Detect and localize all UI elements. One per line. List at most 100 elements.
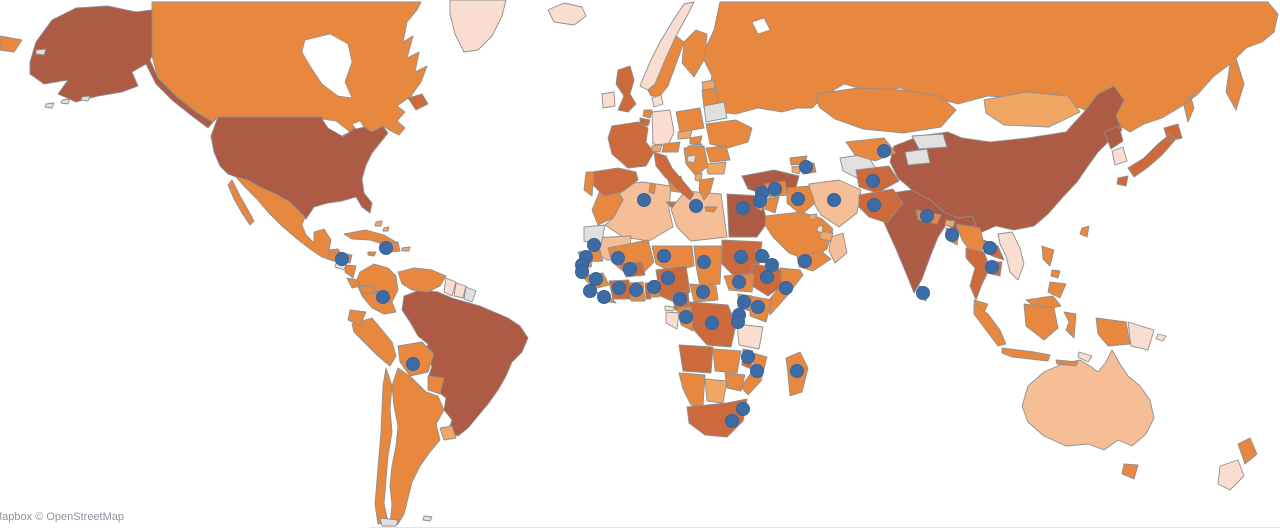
country-philippines[interactable]: Philippines bbox=[1041, 245, 1067, 299]
country-aleutians[interactable]: Aleutian Islands bbox=[44, 95, 91, 109]
mark-burundi[interactable]: Burundi bbox=[731, 315, 745, 329]
country-tajikistan[interactable]: Tajikistan bbox=[904, 148, 931, 166]
mark-cambodia[interactable]: Cambodia bbox=[985, 260, 999, 274]
country-uruguay[interactable]: Uruguay bbox=[439, 425, 457, 441]
mark-guinea[interactable]: Guinea bbox=[589, 272, 603, 286]
country-portugal[interactable]: Portugal bbox=[583, 171, 595, 197]
country-ecuador[interactable]: Ecuador bbox=[347, 309, 367, 327]
country-germany[interactable]: Germany bbox=[651, 109, 675, 147]
country-romania[interactable]: Romania bbox=[705, 145, 731, 163]
mark-drcongo[interactable]: DR Congo bbox=[705, 316, 719, 330]
country-crete[interactable]: Crete bbox=[704, 206, 718, 213]
country-sweden[interactable]: Sweden bbox=[647, 35, 685, 97]
country-ukraine[interactable]: Ukraine bbox=[705, 119, 753, 149]
country-netherlands[interactable]: Netherlands bbox=[642, 109, 653, 119]
mark-chad[interactable]: Chad bbox=[697, 255, 711, 269]
country-denmark[interactable]: Denmark bbox=[651, 94, 664, 108]
mark-congo[interactable]: Congo bbox=[679, 310, 693, 324]
country-spain[interactable]: Spain bbox=[591, 167, 639, 197]
mark-mali[interactable]: Mali bbox=[611, 251, 625, 265]
country-namibia[interactable]: Namibia bbox=[678, 372, 706, 408]
country-oman[interactable]: Oman bbox=[828, 232, 848, 264]
country-belgium[interactable]: Belgium bbox=[639, 117, 651, 127]
country-newfoundland[interactable]: Newfoundland bbox=[407, 93, 429, 111]
country-slovakia[interactable]: Slovakia bbox=[689, 135, 703, 145]
country-kazakhstan[interactable]: Kazakhstan bbox=[815, 87, 957, 134]
country-austria[interactable]: Austria bbox=[661, 141, 681, 153]
mark-guineabissau[interactable]: Guinea-Bissau bbox=[575, 265, 589, 279]
country-kuwait[interactable]: Kuwait bbox=[808, 213, 818, 221]
mark-pakistan[interactable]: Pakistan bbox=[867, 198, 881, 212]
country-argentina[interactable]: Argentina bbox=[389, 367, 445, 525]
country-japan[interactable]: Japan bbox=[1116, 123, 1183, 187]
country-poland[interactable]: Poland bbox=[675, 107, 705, 133]
mark-ghana[interactable]: Ghana bbox=[629, 283, 643, 297]
country-jamaica[interactable]: Jamaica bbox=[367, 251, 377, 257]
mark-niger[interactable]: Niger bbox=[657, 249, 671, 263]
mark-iran[interactable]: Iran bbox=[827, 193, 841, 207]
country-png[interactable]: Papua New Guinea bbox=[1127, 321, 1167, 351]
mark-haiti[interactable]: Haiti bbox=[379, 241, 393, 255]
mark-sudan[interactable]: Sudan bbox=[734, 250, 748, 264]
country-belarus[interactable]: Belarus bbox=[703, 101, 728, 123]
country-greenland[interactable]: Greenland bbox=[449, 0, 507, 53]
mark-egypt[interactable]: Egypt bbox=[736, 201, 750, 215]
country-falklands[interactable]: Falkland Islands bbox=[422, 515, 433, 522]
mark-mauritania[interactable]: Mauritania bbox=[587, 238, 601, 252]
country-sardinia[interactable]: Sardinia bbox=[648, 183, 657, 195]
country-tierradelfuego[interactable]: Tierra del Fuego bbox=[379, 517, 399, 527]
country-vietnam[interactable]: Vietnam bbox=[997, 231, 1025, 281]
country-mongolia[interactable]: Mongolia bbox=[983, 91, 1081, 128]
country-tasmania[interactable]: Tasmania (Australia) bbox=[1121, 463, 1139, 480]
country-nz-south[interactable]: New Zealand (South Island) bbox=[1217, 459, 1245, 491]
country-uk[interactable]: United Kingdom bbox=[615, 65, 637, 113]
map-attribution[interactable]: Mapbox © OpenStreetMap bbox=[0, 511, 125, 523]
country-armenia[interactable]: Armenia bbox=[791, 165, 802, 175]
country-france[interactable]: France bbox=[607, 121, 655, 169]
country-australia[interactable]: Australia bbox=[1021, 349, 1155, 451]
country-bahamas[interactable]: Bahamas bbox=[374, 220, 390, 232]
mark-eritrea[interactable]: Eritrea bbox=[755, 249, 769, 263]
country-switzerland[interactable]: Switzerland bbox=[651, 143, 663, 153]
mark-honduras[interactable]: Honduras bbox=[335, 252, 349, 266]
mark-bangladesh[interactable]: Bangladesh bbox=[945, 228, 959, 242]
country-guyana[interactable]: Guyana bbox=[443, 277, 457, 297]
country-bhutan[interactable]: Bhutan bbox=[944, 219, 956, 228]
mark-uganda[interactable]: Uganda bbox=[737, 295, 751, 309]
mark-iraq[interactable]: Iraq bbox=[791, 192, 805, 206]
mark-cameroon[interactable]: Cameroon bbox=[673, 292, 687, 306]
country-nicaragua[interactable]: Nicaragua bbox=[344, 264, 357, 279]
mark-laos[interactable]: Laos bbox=[983, 241, 997, 255]
mark-burkinafaso[interactable]: Burkina Faso bbox=[623, 262, 637, 276]
mark-southsudan[interactable]: South Sudan bbox=[732, 275, 746, 289]
mark-liberia[interactable]: Liberia bbox=[597, 290, 611, 304]
country-india[interactable]: India bbox=[877, 189, 977, 294]
country-bosnia[interactable]: Bosnia and Herzegovina bbox=[686, 154, 697, 164]
country-venezuela[interactable]: Venezuela bbox=[397, 267, 447, 293]
mark-benin[interactable]: Benin bbox=[647, 280, 661, 294]
mark-lesotho[interactable]: Lesotho bbox=[725, 414, 739, 428]
country-gabon[interactable]: Gabon bbox=[665, 311, 680, 330]
mark-cotedivoire[interactable]: Côte d'Ivoire bbox=[612, 281, 626, 295]
mark-kenya[interactable]: Kenya bbox=[751, 300, 765, 314]
mark-nepal[interactable]: Nepal bbox=[920, 209, 934, 223]
mark-sierraleone[interactable]: Sierra Leone bbox=[583, 284, 597, 298]
mark-uzbekistan[interactable]: Uzbekistan bbox=[877, 144, 891, 158]
country-italy[interactable]: Italy bbox=[653, 151, 695, 209]
country-chile[interactable]: Chile bbox=[374, 367, 393, 525]
country-kyrgyzstan[interactable]: Kyrgyzstan bbox=[911, 133, 948, 150]
country-ireland[interactable]: Ireland bbox=[601, 91, 616, 109]
mark-malawi[interactable]: Malawi bbox=[741, 350, 755, 364]
country-uae[interactable]: United Arab Emirates bbox=[819, 230, 834, 242]
country-frenchguiana[interactable]: French Guiana bbox=[463, 286, 477, 303]
country-stlawrence-island[interactable]: St. Lawrence Island bbox=[35, 48, 47, 56]
country-nz-north[interactable]: New Zealand (North Island) bbox=[1237, 437, 1258, 465]
mark-syria[interactable]: Syria bbox=[768, 182, 782, 196]
country-suriname[interactable]: Suriname bbox=[453, 282, 467, 299]
mark-azerbaijan[interactable]: Azerbaijan bbox=[799, 160, 813, 174]
mark-somalia[interactable]: Somalia bbox=[779, 281, 793, 295]
country-tanzania[interactable]: Tanzania bbox=[736, 323, 764, 350]
mark-ethiopia[interactable]: Ethiopia bbox=[760, 270, 774, 284]
country-taiwan[interactable]: Taiwan bbox=[1079, 225, 1090, 238]
